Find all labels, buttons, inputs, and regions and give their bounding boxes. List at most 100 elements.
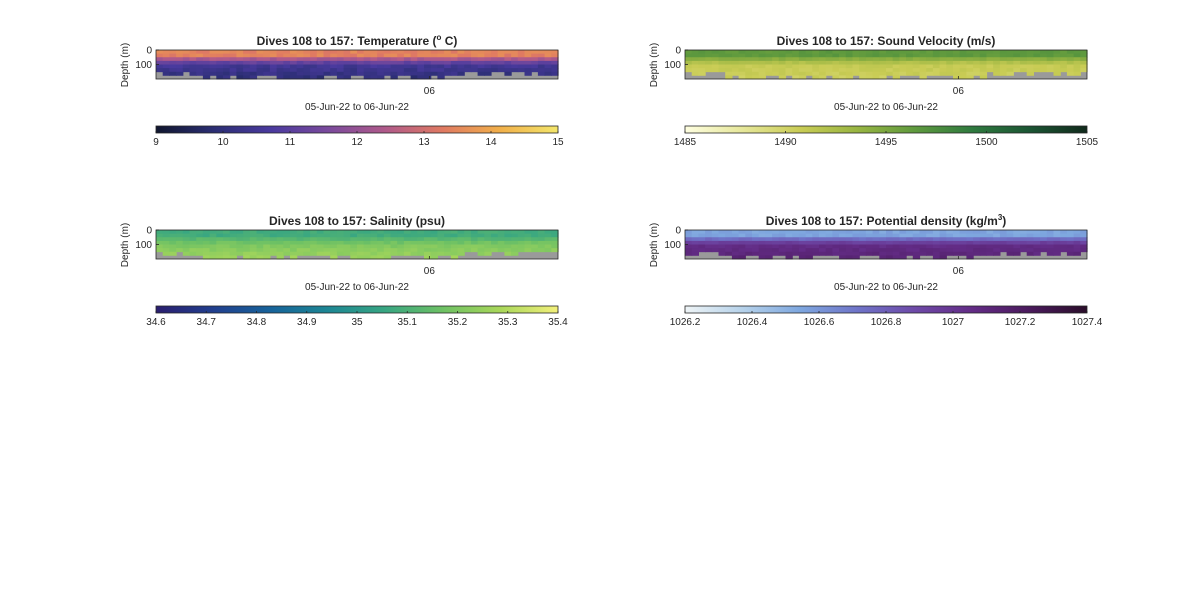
heatmap-cell (196, 233, 204, 238)
heatmap-cell (363, 237, 371, 242)
heatmap-cell (363, 60, 371, 65)
heatmap-cell (524, 240, 532, 245)
heatmap-cell (946, 71, 954, 76)
heatmap-cell (390, 248, 398, 253)
heatmap-cell (303, 248, 311, 253)
heatmap-cell (1040, 237, 1048, 242)
heatmap-cell (491, 230, 499, 235)
heatmap-cell (263, 240, 271, 245)
heatmap-cell (323, 240, 331, 245)
heatmap-cell (370, 233, 378, 238)
heatmap-cell (517, 240, 526, 245)
heatmap-cell (691, 50, 699, 55)
heatmap-cell (296, 244, 304, 249)
heatmap-cell (537, 248, 546, 253)
heatmap-cell (470, 240, 479, 245)
heatmap-cell (296, 240, 304, 245)
heatmap-cell (397, 68, 405, 73)
heatmap-cell (370, 57, 378, 62)
heatmap-cell (999, 68, 1008, 73)
heatmap-cell (430, 251, 438, 256)
heatmap-cell (792, 71, 800, 76)
heatmap-cell (1066, 64, 1075, 69)
heatmap-cell (758, 237, 766, 242)
heatmap-cell (477, 248, 485, 253)
heatmap-cell (899, 53, 907, 58)
heatmap-cell (698, 53, 706, 58)
heatmap-cell (316, 75, 325, 80)
heatmap-cell (879, 240, 887, 245)
heatmap-cell (216, 75, 224, 80)
heatmap-cell (484, 240, 492, 245)
heatmap-cell (845, 230, 854, 235)
heatmap-cell (1073, 230, 1081, 235)
heatmap-cell (457, 71, 465, 76)
heatmap-cell (497, 248, 505, 253)
heatmap-cell (865, 248, 874, 253)
heatmap-cell (316, 240, 325, 245)
heatmap-cell (959, 251, 967, 256)
heatmap-cell (718, 68, 726, 73)
heatmap-cell (276, 251, 284, 256)
heatmap-cell (343, 240, 351, 245)
heatmap-cell (839, 237, 847, 242)
heatmap-cell (290, 244, 298, 249)
sound-velocity-chart: Dives 108 to 157: Sound Velocity (m/s) D… (649, 34, 1099, 148)
heatmap-cell (832, 60, 840, 65)
heatmap-cell (926, 237, 934, 242)
heatmap-cell (738, 255, 746, 260)
heatmap-cell (798, 64, 807, 69)
heatmap-cell (785, 57, 793, 62)
heatmap-cell (718, 244, 726, 249)
heatmap-cell (859, 248, 867, 253)
heatmap-cell (323, 64, 331, 69)
heatmap-cell (973, 53, 981, 58)
heatmap-cell (497, 240, 505, 245)
heatmap-cell (1033, 53, 1041, 58)
heatmap-cell (805, 53, 813, 58)
colorbar: 1026.2 1026.4 1026.6 1026.8 1027 1027.2 1027.4 (670, 305, 1103, 328)
heatmap-cell (537, 68, 546, 73)
heatmap-cell (450, 68, 459, 73)
heatmap-cell (825, 251, 833, 256)
heatmap-cell (444, 230, 452, 235)
heatmap-cell (176, 60, 184, 65)
heatmap-cell (979, 248, 988, 253)
heatmap-cell (491, 57, 499, 62)
heatmap-cell (330, 251, 338, 256)
heatmap-cell (403, 251, 412, 256)
colorbar-tick-label: 1026.8 (871, 317, 902, 328)
heatmap-cell (899, 237, 907, 242)
heatmap-cell (444, 64, 452, 69)
heatmap-cell (470, 230, 479, 235)
heatmap-cell (196, 68, 204, 73)
colorbar-tick-label: 1505 (1076, 137, 1099, 148)
colorbar-tick-label: 12 (351, 137, 363, 148)
heatmap-cell (202, 68, 211, 73)
heatmap-cell (263, 244, 271, 249)
heatmap-cell (953, 240, 961, 245)
heatmap-cell (256, 230, 264, 235)
heatmap-cell (698, 237, 706, 242)
heatmap-cell (798, 57, 807, 62)
heatmap-cell (336, 248, 345, 253)
heatmap-cell (752, 230, 760, 235)
heatmap-cell (524, 53, 532, 58)
heatmap-cell (296, 53, 304, 58)
heatmap-cell (892, 50, 900, 55)
heatmap-cell (1073, 233, 1081, 238)
heatmap-cell (517, 64, 526, 69)
heatmap-cell (464, 57, 472, 62)
heatmap-cell (1006, 230, 1014, 235)
heatmap-cell (156, 53, 164, 58)
heatmap-cell (350, 248, 358, 253)
heatmap-cell (718, 251, 726, 256)
heatmap-cell (323, 57, 331, 62)
heatmap-cell (906, 53, 914, 58)
heatmap-cell (537, 71, 546, 76)
heatmap-cell (511, 53, 519, 58)
heatmap-cell (852, 230, 860, 235)
heatmap-cell (832, 50, 840, 55)
heatmap-cell (457, 64, 465, 69)
heatmap-cell (758, 53, 766, 58)
